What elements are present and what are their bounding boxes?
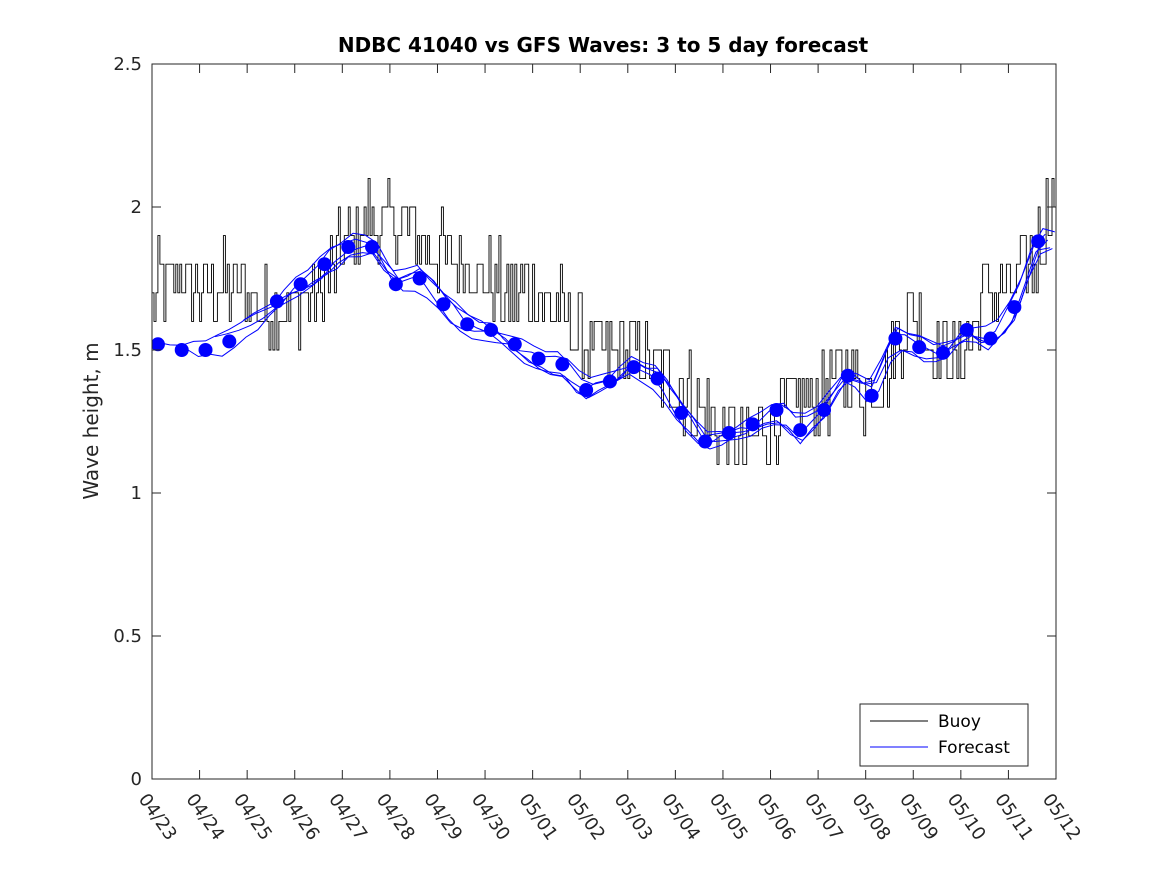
forecast-point [936, 345, 950, 360]
forecast-point [198, 343, 213, 357]
forecast-point [698, 434, 713, 449]
forecast-point [269, 294, 284, 309]
forecast-point [817, 403, 832, 418]
forecast-series-line [243, 248, 1053, 442]
forecast-point [460, 317, 475, 332]
forecast-point [840, 368, 855, 383]
forecast-point [152, 337, 165, 352]
axes-box [151, 63, 1057, 780]
forecast-point [579, 383, 594, 398]
forecast-point [864, 388, 879, 403]
forecast-point [674, 405, 689, 420]
legend-box [859, 703, 1029, 767]
y-tick-label: 0 [131, 769, 142, 790]
forecast-point [721, 425, 736, 440]
legend: Buoy Forecast [859, 703, 1029, 767]
y-tick-label: 1.5 [113, 340, 142, 361]
y-tick-label: 0.5 [113, 626, 142, 647]
forecast-series-line [186, 228, 1055, 450]
forecast-point [484, 322, 498, 337]
plot-area [152, 149, 1056, 465]
forecast-point [436, 297, 451, 312]
forecast-point [293, 277, 308, 292]
forecast-point [365, 240, 380, 255]
forecast-point [602, 374, 617, 389]
forecast-point [793, 423, 808, 438]
y-tick-label: 2.5 [113, 54, 142, 75]
forecast-point [983, 331, 998, 346]
forecast-point [507, 337, 522, 352]
forecast-point [174, 343, 189, 357]
forecast-point [1007, 300, 1022, 315]
legend-label-forecast: Forecast [938, 738, 1010, 758]
forecast-point [650, 371, 665, 386]
forecast-point [769, 403, 784, 418]
forecast-point [388, 277, 403, 292]
forecast-point [222, 334, 237, 349]
legend-label-buoy: Buoy [938, 712, 981, 732]
forecast-point [1031, 234, 1046, 249]
forecast-point [341, 240, 356, 255]
forecast-point [317, 257, 332, 272]
y-axis-label: Wave height, m [79, 342, 103, 499]
y-tick-label: 1 [131, 483, 142, 504]
forecast-point [912, 340, 927, 355]
forecast-point [412, 271, 427, 286]
forecast-point [959, 322, 974, 337]
forecast-point [531, 351, 546, 366]
forecast-point [888, 331, 903, 346]
forecast-point [626, 360, 641, 375]
forecast-point [745, 417, 760, 432]
forecast-point [555, 357, 570, 372]
chart-title: NDBC 41040 vs GFS Waves: 3 to 5 day fore… [338, 33, 869, 57]
y-tick-label: 2 [131, 197, 142, 218]
